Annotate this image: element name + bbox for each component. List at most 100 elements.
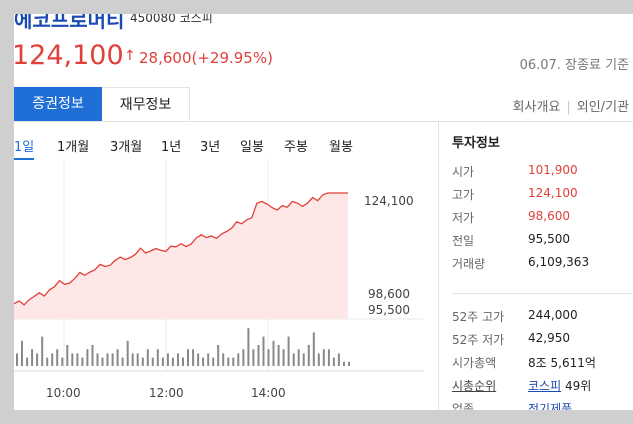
volume-bar — [136, 353, 139, 366]
column-divider — [438, 122, 439, 410]
volume-bar — [41, 336, 44, 366]
volume-bar — [232, 357, 235, 366]
volume-bar — [197, 353, 200, 366]
volume-bar — [171, 357, 174, 366]
volume-bar — [86, 349, 89, 366]
info-row-sector: 업종 전기제품 — [452, 400, 632, 410]
volume-bar — [51, 353, 54, 366]
volume-bar — [187, 349, 189, 366]
x-tick-label: 10:00 — [46, 386, 81, 400]
info-label: 업종 — [452, 402, 475, 410]
volume-bar — [21, 340, 23, 366]
period-3m[interactable]: 3개월 — [110, 140, 143, 155]
info-value: 코스피 49위 — [528, 377, 591, 394]
period-daily[interactable]: 일봉 — [240, 140, 264, 155]
info-row-volume: 거래량 6,109,363 — [452, 255, 632, 275]
volume-bar — [272, 340, 275, 366]
sector-link[interactable]: 전기제품 — [528, 402, 573, 410]
tab-financial-info[interactable]: 재무정보 — [102, 87, 190, 121]
volume-bar — [96, 353, 99, 366]
volume-bar — [207, 353, 210, 366]
volume-bar — [56, 349, 59, 366]
period-1y[interactable]: 1년 — [161, 140, 182, 155]
period-3y[interactable]: 3년 — [200, 140, 221, 155]
volume-bar — [16, 353, 18, 366]
price-chart[interactable]: 124,100 98,600 95,500 10:00 12:00 14:00 — [14, 159, 424, 409]
volume-bar — [267, 349, 270, 366]
volume-bar — [192, 349, 195, 366]
title-row: 에코프로머티 450080 코스피 — [14, 14, 633, 40]
stock-code: 450080 코스피 — [130, 14, 213, 25]
info-label: 시가 — [452, 165, 475, 179]
chart-svg: 124,100 98,600 95,500 10:00 12:00 14:00 — [14, 159, 424, 400]
volume-bar — [307, 345, 310, 366]
y-tick-label: 124,100 — [364, 194, 414, 208]
volume-bar — [106, 353, 109, 366]
volume-bar — [182, 357, 184, 366]
volume-bar — [202, 357, 205, 366]
volume-bar — [297, 349, 300, 366]
info-label: 전일 — [452, 234, 475, 248]
period-weekly[interactable]: 주봉 — [284, 140, 308, 155]
section-divider — [452, 293, 632, 294]
volume-bars — [16, 328, 350, 366]
volume-bar — [111, 353, 114, 366]
volume-bar — [322, 349, 325, 366]
tab-stock-info[interactable]: 증권정보 — [14, 87, 102, 121]
period-1d[interactable]: 1일 — [14, 136, 35, 160]
investment-info-title: 투자정보 — [452, 136, 500, 151]
volume-bar — [317, 353, 320, 366]
market-link[interactable]: 코스피 — [528, 379, 562, 393]
info-label: 저가 — [452, 211, 475, 225]
rank-value: 49위 — [564, 379, 592, 393]
volume-bar — [337, 353, 340, 366]
up-arrow-icon: ↑ — [124, 48, 136, 64]
volume-bar — [101, 357, 104, 366]
period-monthly[interactable]: 월봉 — [329, 140, 353, 155]
info-value: 6,109,363 — [528, 255, 590, 269]
tab-bar: 증권정보 재무정보 회사개요 | 외인/기관 — [14, 87, 633, 122]
info-label: 거래량 — [452, 257, 486, 271]
volume-bar — [237, 353, 240, 366]
info-value: 95,500 — [528, 232, 570, 246]
info-row-open: 시가 101,900 — [452, 163, 632, 183]
volume-bar — [252, 349, 255, 366]
current-price: 124,100 — [14, 40, 124, 71]
volume-bar — [257, 345, 260, 366]
volume-bar — [348, 361, 350, 366]
volume-bar — [222, 353, 225, 366]
volume-bar — [177, 353, 179, 366]
volume-bar — [212, 357, 215, 366]
volume-bar — [217, 345, 220, 366]
volume-bar — [262, 336, 265, 366]
y-tick-label: 95,500 — [368, 303, 410, 317]
period-selector: 1일 1개월 3개월 1년 3년 일봉 주봉 월봉 — [14, 136, 394, 160]
volume-bar — [282, 349, 285, 366]
volume-bar — [116, 349, 119, 366]
info-row-prev-close: 전일 95,500 — [452, 232, 632, 252]
volume-bar — [156, 349, 159, 366]
price-line — [14, 192, 348, 306]
x-tick-label: 12:00 — [149, 386, 184, 400]
price-area — [14, 193, 348, 319]
volume-bar — [227, 357, 230, 366]
period-1m[interactable]: 1개월 — [57, 140, 90, 155]
company-overview-link[interactable]: 회사개요 — [512, 100, 561, 115]
volume-bar — [332, 357, 335, 366]
volume-bar — [141, 357, 144, 366]
stock-name-link[interactable]: 에코프로머티 — [14, 14, 125, 32]
volume-bar — [66, 345, 69, 366]
info-label: 52주 고가 — [452, 310, 505, 324]
info-row-52w-low: 52주 저가 42,950 — [452, 331, 632, 351]
cap-rank-label-link[interactable]: 시총순위 — [452, 379, 497, 393]
price-row: 124,100 ↑ 28,600(+29.95%) 06.07. 장종료 기준 — [14, 40, 633, 74]
info-value: 98,600 — [528, 209, 570, 223]
volume-bar — [166, 353, 169, 366]
volume-bar — [312, 332, 315, 366]
volume-bar — [46, 357, 49, 366]
volume-bar — [121, 357, 124, 366]
volume-bar — [146, 349, 149, 366]
x-tick-label: 14:00 — [251, 386, 286, 400]
foreign-institution-link[interactable]: 외인/기관 — [576, 100, 629, 115]
info-row-market-cap: 시가총액 8조 5,611억 — [452, 354, 632, 374]
